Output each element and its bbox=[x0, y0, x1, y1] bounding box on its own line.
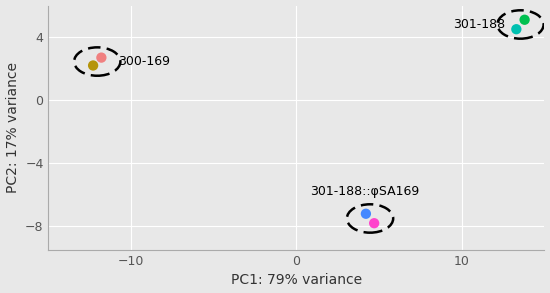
Text: 300-169: 300-169 bbox=[118, 55, 170, 68]
Point bbox=[97, 55, 106, 60]
Point bbox=[89, 63, 97, 68]
Point bbox=[370, 221, 378, 226]
Point bbox=[361, 212, 370, 216]
Point bbox=[520, 17, 529, 22]
Text: 301-188::φSA169: 301-188::φSA169 bbox=[310, 185, 419, 198]
X-axis label: PC1: 79% variance: PC1: 79% variance bbox=[231, 273, 362, 287]
Text: 301-188: 301-188 bbox=[454, 18, 505, 31]
Point bbox=[512, 27, 521, 32]
Y-axis label: PC2: 17% variance: PC2: 17% variance bbox=[6, 62, 20, 193]
